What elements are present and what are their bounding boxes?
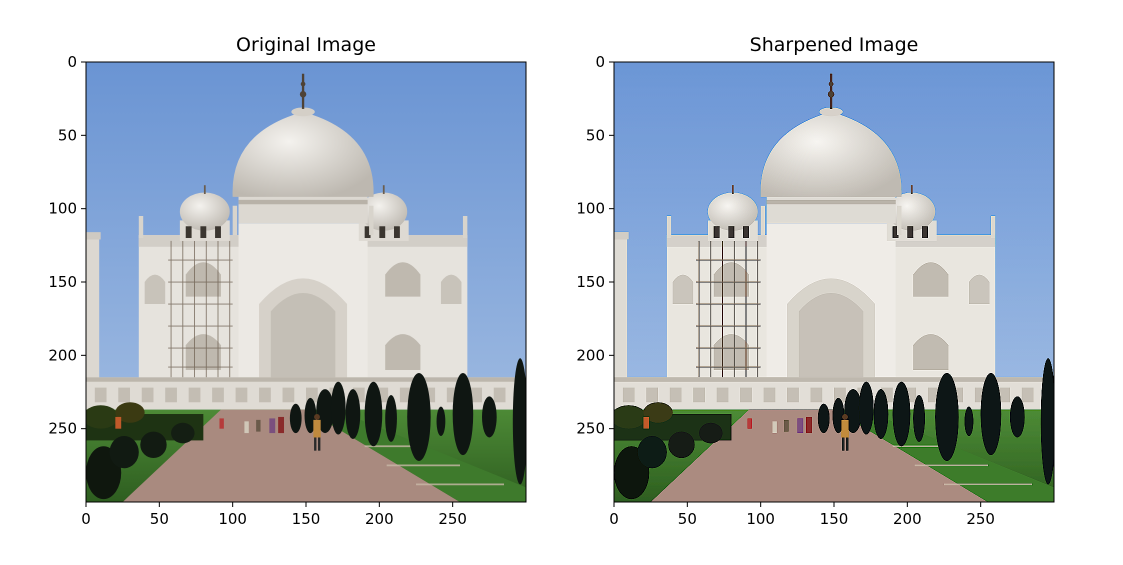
y-tick-label: 0 [595, 53, 605, 71]
y-axis: 0 50 100 150 200 250 [576, 53, 614, 438]
y-tick-label: 0 [67, 53, 77, 71]
y-tick-label: 100 [48, 200, 77, 218]
y-axis: 0 50 100 150 200 250 [48, 53, 86, 438]
panel-title: Original Image [236, 34, 376, 56]
x-tick-label: 200 [893, 510, 922, 528]
x-axis: 0 50 100 150 200 250 [609, 502, 995, 528]
y-tick-label: 150 [48, 273, 77, 291]
x-tick-label: 100 [218, 510, 247, 528]
y-tick-label: 50 [586, 126, 605, 144]
x-tick-label: 0 [81, 510, 91, 528]
x-tick-label: 250 [438, 510, 467, 528]
x-tick-label: 150 [820, 510, 849, 528]
photo-original [86, 62, 526, 502]
x-axis: 0 50 100 150 200 250 [81, 502, 467, 528]
y-tick-label: 100 [576, 200, 605, 218]
x-tick-label: 250 [966, 510, 995, 528]
y-tick-label: 250 [576, 420, 605, 438]
x-tick-label: 0 [609, 510, 619, 528]
panel-title: Sharpened Image [750, 34, 919, 56]
photo-sharpened [614, 62, 1054, 502]
y-tick-label: 50 [58, 126, 77, 144]
y-tick-label: 200 [48, 346, 77, 364]
y-tick-label: 150 [576, 273, 605, 291]
x-tick-label: 150 [292, 510, 321, 528]
x-tick-label: 50 [678, 510, 697, 528]
y-tick-label: 200 [576, 346, 605, 364]
y-tick-label: 250 [48, 420, 77, 438]
x-tick-label: 50 [150, 510, 169, 528]
x-tick-label: 100 [746, 510, 775, 528]
panel-sharpened: Sharpened Image 0 50 100 150 200 250 0 50 100 15… [576, 34, 1055, 528]
panel-original: Original Image 0 50 100 150 200 250 0 50 100 150… [48, 34, 527, 528]
x-tick-label: 200 [365, 510, 394, 528]
